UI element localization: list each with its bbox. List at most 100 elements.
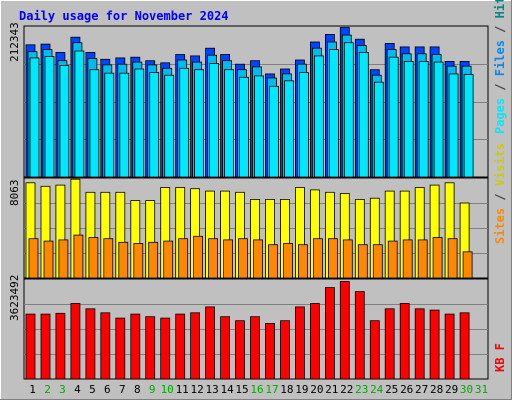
svg-text:Sites / Visits: Sites / Visits xyxy=(493,143,507,244)
bar-pages-27 xyxy=(418,61,429,178)
x-label-25: 25 xyxy=(385,383,398,396)
x-label-7: 7 xyxy=(119,383,126,396)
bar-sites-15 xyxy=(238,238,248,279)
bar-sites-21 xyxy=(327,238,338,279)
bar-sites-29 xyxy=(447,238,458,279)
bar-pages-23 xyxy=(358,52,369,178)
x-label-20: 20 xyxy=(310,383,323,396)
bar-kb-f-2 xyxy=(40,313,51,380)
bar-sites-27 xyxy=(417,239,428,279)
bar-kb-f-25 xyxy=(384,308,395,380)
bar-kb-f-16 xyxy=(250,316,260,380)
bar-kb-f-7 xyxy=(115,317,126,380)
bar-pages-5 xyxy=(89,69,100,178)
bar-kb-f-21 xyxy=(324,287,335,380)
x-label-15: 15 xyxy=(235,383,248,396)
bar-sites-11 xyxy=(178,238,189,279)
legend-pages: Pages xyxy=(493,98,507,134)
x-label-10: 10 xyxy=(161,383,174,396)
bar-kb-f-28 xyxy=(429,309,440,380)
bar-kb-f-23 xyxy=(354,291,365,380)
bar-sites-24 xyxy=(372,244,383,279)
x-label-11: 11 xyxy=(176,383,189,396)
x-label-23: 23 xyxy=(355,383,368,396)
ymax-label-middle: 8063 xyxy=(8,180,21,207)
bar-kb-f-11 xyxy=(175,313,186,380)
svg-text:Pages / Files / Hits: Pages / Files / Hits xyxy=(493,0,507,134)
bar-pages-4 xyxy=(74,50,85,178)
bar-pages-29 xyxy=(448,73,459,178)
bar-sites-9 xyxy=(148,241,159,279)
bar-kb-f-29 xyxy=(444,313,455,380)
bar-pages-1 xyxy=(29,57,40,178)
bar-pages-11 xyxy=(179,67,190,178)
x-label-18: 18 xyxy=(280,383,293,396)
bar-pages-20 xyxy=(313,55,324,178)
x-label-24: 24 xyxy=(370,383,384,396)
legend-visits: Visits xyxy=(493,143,507,186)
x-label-14: 14 xyxy=(220,383,234,396)
bar-sites-6 xyxy=(103,238,114,279)
bar-sites-4 xyxy=(73,234,84,279)
bar-sites-8 xyxy=(133,243,144,279)
bar-pages-9 xyxy=(149,72,160,178)
bar-sites-3 xyxy=(58,239,69,279)
bar-sites-5 xyxy=(88,237,99,279)
bar-kb-f-6 xyxy=(100,312,111,380)
x-label-6: 6 xyxy=(104,383,111,396)
bar-kb-f-10 xyxy=(160,317,171,380)
bar-kb-f-24 xyxy=(369,320,380,380)
x-label-28: 28 xyxy=(430,383,443,396)
bar-kb-f-30 xyxy=(459,312,470,380)
bar-sites-12 xyxy=(193,235,204,279)
legend-sites: Sites xyxy=(493,208,507,244)
x-label-12: 12 xyxy=(190,383,203,396)
bar-sites-10 xyxy=(163,240,174,279)
legend-bottom: KB F xyxy=(493,343,507,372)
bar-sites-30 xyxy=(462,251,473,279)
bar-pages-13 xyxy=(209,63,220,178)
bar-kb-f-8 xyxy=(130,313,141,380)
x-label-29: 29 xyxy=(445,383,458,396)
bar-pages-26 xyxy=(403,61,414,178)
svg-text:KB F: KB F xyxy=(493,343,507,372)
bar-pages-12 xyxy=(194,69,205,178)
bar-kb-f-19 xyxy=(294,306,305,380)
x-label-16: 16 xyxy=(250,383,263,396)
bar-sites-28 xyxy=(432,237,443,279)
chart-panels xyxy=(23,25,489,380)
bar-pages-30 xyxy=(463,74,474,178)
bar-sites-7 xyxy=(118,241,129,279)
bar-sites-16 xyxy=(253,239,263,279)
bar-pages-22 xyxy=(343,42,354,178)
bar-pages-3 xyxy=(59,65,70,178)
x-label-4: 4 xyxy=(74,383,81,396)
x-label-27: 27 xyxy=(415,383,428,396)
x-label-3: 3 xyxy=(59,383,66,396)
bar-sites-14 xyxy=(223,239,234,279)
x-label-13: 13 xyxy=(205,383,218,396)
x-label-30: 30 xyxy=(460,383,473,396)
bar-kb-f-13 xyxy=(205,306,216,380)
bar-pages-17 xyxy=(269,85,279,178)
bar-sites-17 xyxy=(268,244,278,279)
ymax-label-top: 212343 xyxy=(8,22,21,62)
x-label-22: 22 xyxy=(340,383,353,396)
legend-kbf: KB F xyxy=(493,343,507,372)
bar-sites-2 xyxy=(43,240,54,279)
bar-pages-6 xyxy=(104,72,115,178)
x-label-17: 17 xyxy=(265,383,278,396)
bar-kb-f-27 xyxy=(414,308,425,380)
bar-pages-2 xyxy=(44,56,55,178)
bar-kb-f-26 xyxy=(399,303,410,380)
x-label-8: 8 xyxy=(134,383,141,396)
bar-sites-20 xyxy=(312,238,323,279)
bar-kb-f-14 xyxy=(220,316,231,380)
bar-sites-13 xyxy=(208,238,219,279)
x-axis-labels: 1 2 3 4 5 6 7 8 9 10 11 12 13 14 15 16 17 18 19 20 21 22 23 24 2… xyxy=(29,383,488,396)
bar-kb-f-17 xyxy=(265,322,275,380)
x-label-1: 1 xyxy=(29,383,36,396)
bar-sites-22 xyxy=(342,239,353,279)
bar-pages-19 xyxy=(298,72,309,178)
bar-kb-f-5 xyxy=(85,308,96,380)
